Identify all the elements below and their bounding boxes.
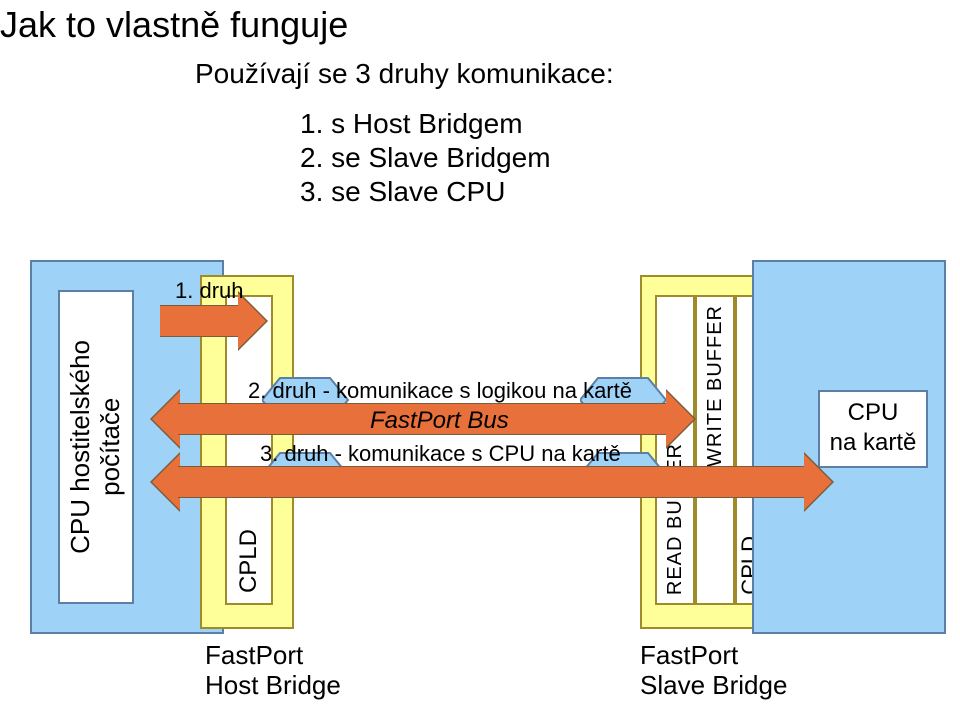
diagram-stage: Jak to vlastně funguje Používají se 3 dr… [0,0,960,710]
host-cpu-label: CPU hostitelskéhopočítače [66,340,126,554]
subtitle: Používají se 3 druhy komunikace: [195,58,614,90]
slave-bridge-caption-l1: FastPort [640,640,738,671]
slave-cpu-label-1: CPU [820,398,926,428]
cpld-left-label: CPLD [235,529,263,593]
list-item-2: 2. se Slave Bridgem [300,142,551,174]
fastport-bus-label: FastPort Bus [370,407,509,435]
arrow-3-label: 3. druh - komunikace s CPU na kartě [260,441,621,467]
slave-cpu-label-2: na kartě [820,428,926,458]
list-item-3: 3. se Slave CPU [300,176,505,208]
arrow-2-label: 2. druh - komunikace s logikou na kartě [248,378,632,404]
slave-cpu-box: CPU na kartě [818,390,928,468]
write-buffer-label: WRITE BUFFER [704,305,727,467]
host-bridge-caption-l2: Host Bridge [205,670,341,701]
host-bridge-caption-l1: FastPort [205,640,303,671]
host-cpu-box: CPU hostitelskéhopočítače [58,290,134,604]
slave-bridge-caption-l2: Slave Bridge [640,670,787,701]
list-item-1: 1. s Host Bridgem [300,108,523,140]
write-buffer-box: WRITE BUFFER [695,295,735,605]
arrow-1-label: 1. druh [175,278,244,304]
page-title: Jak to vlastně funguje [0,4,348,46]
